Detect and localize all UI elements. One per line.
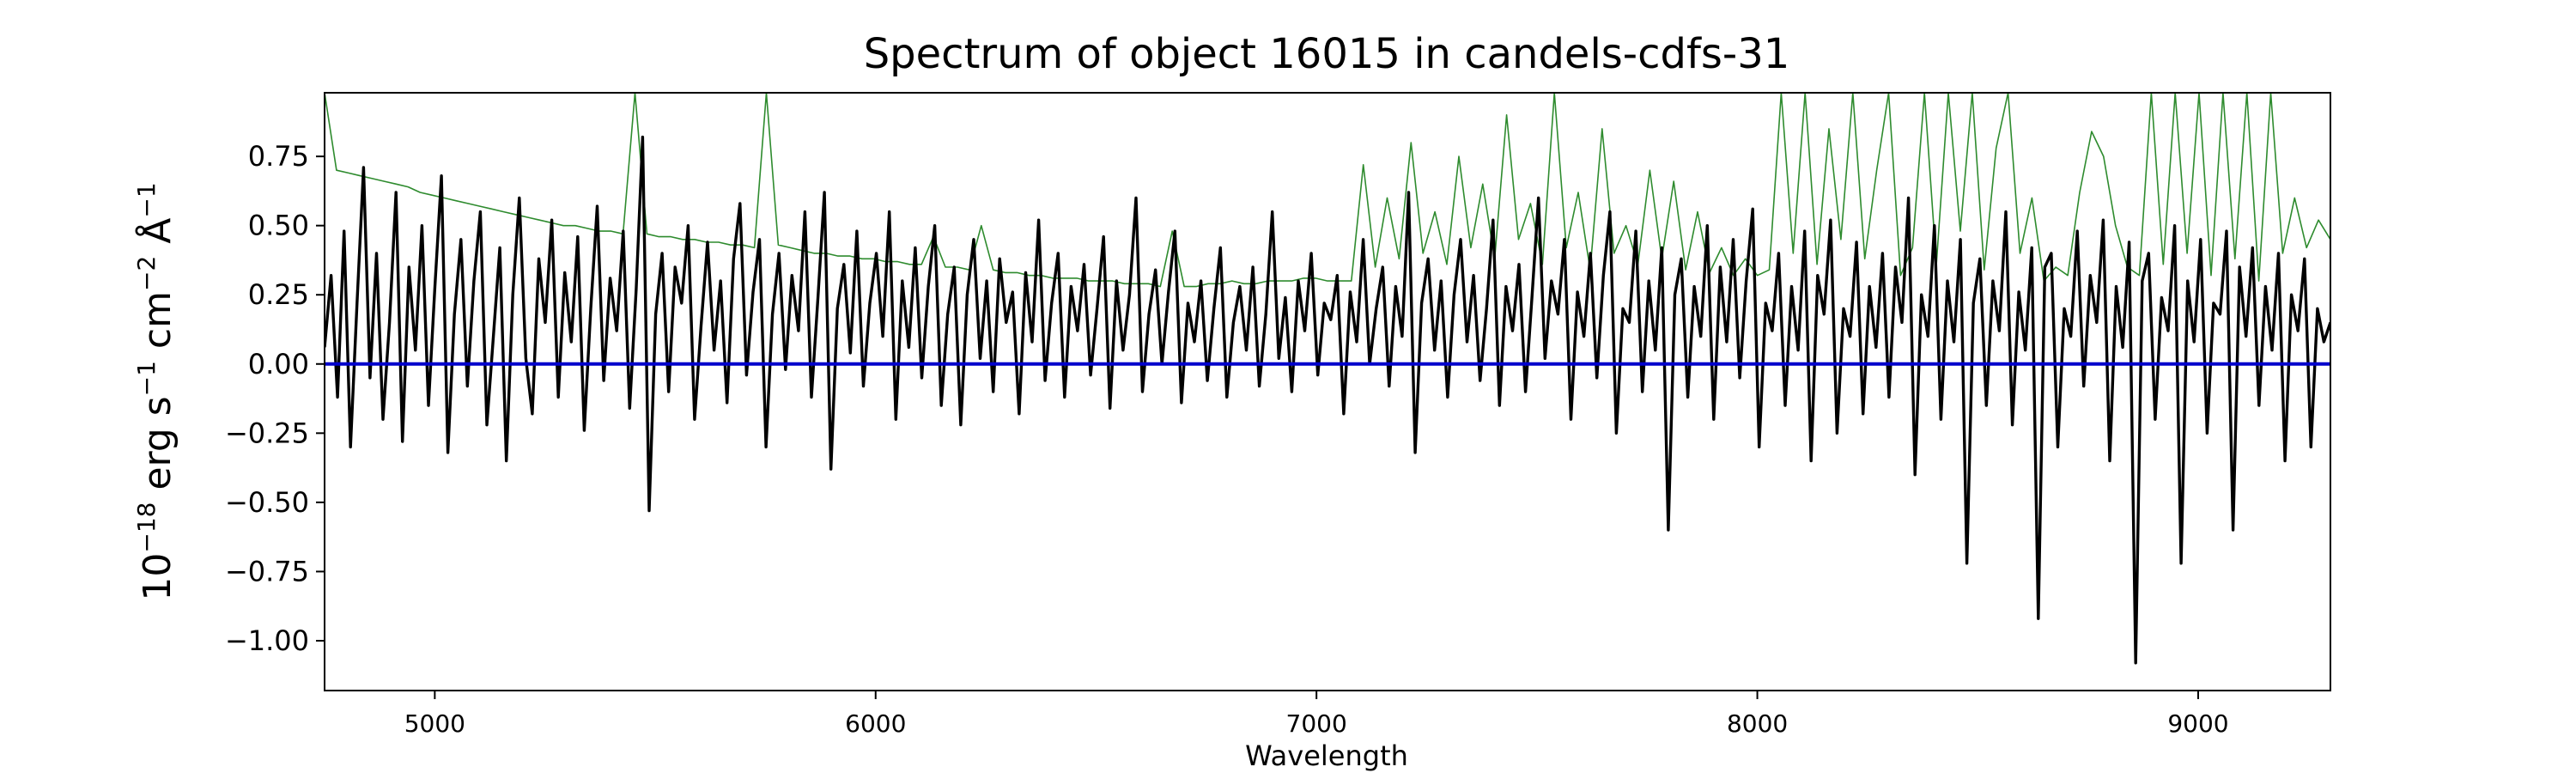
y-axis-label: 10−18 erg s−1 cm−2 Å−1 <box>132 182 179 600</box>
series-layer <box>325 93 2330 665</box>
x-tick-label: 5000 <box>404 709 465 738</box>
plot-area <box>324 92 2331 691</box>
x-tick-label: 9000 <box>2167 709 2228 738</box>
y-tick-label: 0.75 <box>248 140 309 173</box>
y-tick-label: −0.25 <box>225 417 309 449</box>
y-axis: 0.75 0.50 0.25 0.00 −0.25 −0.50 −0.75 −1.00 <box>225 140 325 657</box>
y-tick-label: 0.50 <box>248 210 309 242</box>
y-tick-label: −0.75 <box>225 555 309 587</box>
x-tick-label: 7000 <box>1286 709 1347 738</box>
error-series-line <box>325 93 2330 288</box>
y-tick-label: 0.00 <box>248 348 309 380</box>
y-tick-label: −1.00 <box>225 624 309 657</box>
flux-series-line <box>325 135 2330 665</box>
x-tick-label: 6000 <box>845 709 906 738</box>
x-axis-label: Wavelength <box>1245 740 1408 772</box>
x-axis: 5000 6000 7000 8000 9000 <box>404 691 2229 738</box>
x-tick-label: 8000 <box>1727 709 1788 738</box>
chart-title: Spectrum of object 16015 in candels-cdfs… <box>864 30 1790 78</box>
y-tick-label: −0.50 <box>225 486 309 519</box>
plot-frame <box>324 92 2331 691</box>
y-tick-label: 0.25 <box>248 278 309 311</box>
